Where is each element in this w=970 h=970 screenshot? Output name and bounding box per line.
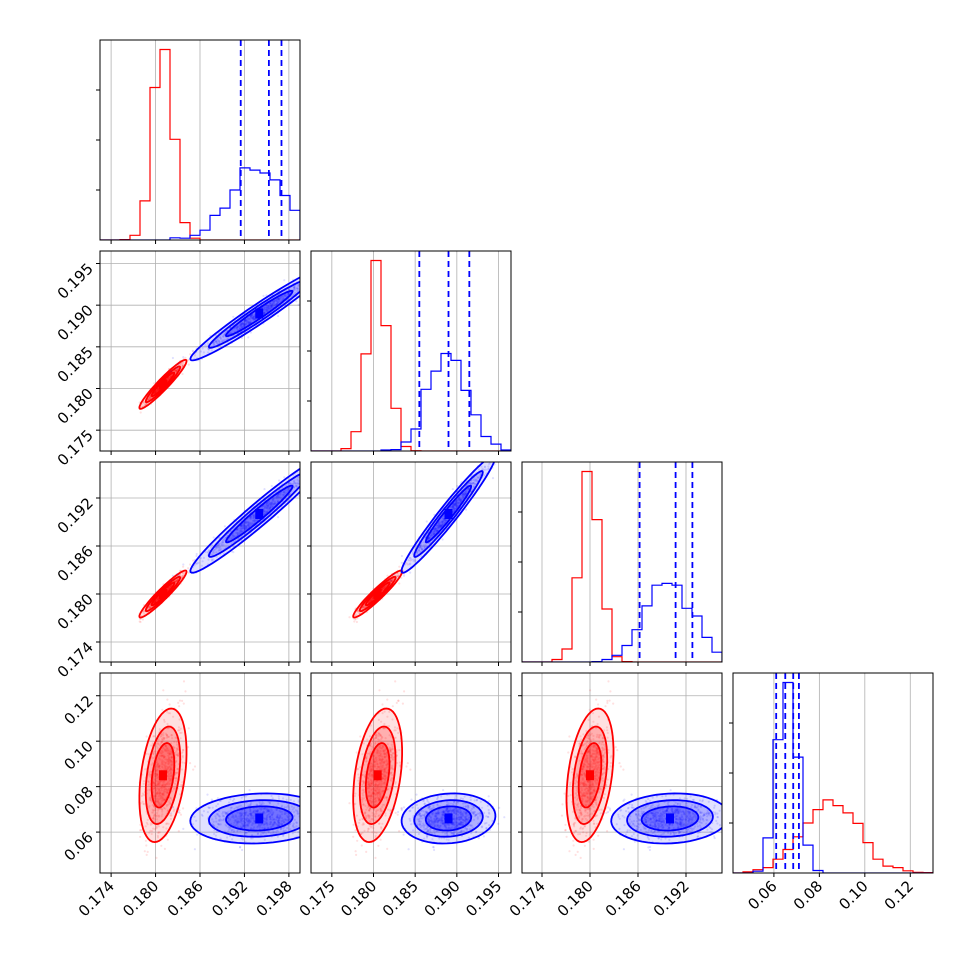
panel-frame-3-2 <box>521 672 723 874</box>
density-peak-blue-1-0 <box>255 308 264 319</box>
histogram-blue-0 <box>100 167 300 240</box>
x-tick-label-0-2: 0.186 <box>164 877 207 920</box>
density-peak-red-1-0 <box>158 379 167 390</box>
histogram-red-0 <box>100 48 300 240</box>
density-peak-red-3-0 <box>158 770 167 781</box>
density-peak-red-3-1 <box>373 770 382 781</box>
y-tick-label-1-0: 0.175 <box>54 426 97 469</box>
density-peak-blue-3-2 <box>666 813 674 824</box>
x-tick-label-3-3: 0.12 <box>881 877 917 913</box>
panel-frame-3-1 <box>310 672 512 874</box>
histogram-blue-3 <box>733 681 933 873</box>
y-tick-label-2-0: 0.174 <box>54 638 97 681</box>
density-peak-blue-2-1 <box>444 509 453 519</box>
x-tick-label-1-0: 0.175 <box>296 877 339 920</box>
y-tick-label-3-0: 0.06 <box>60 828 96 864</box>
x-tick-label-2-2: 0.186 <box>602 877 645 920</box>
contour-blue-2-0-0 <box>189 467 300 574</box>
x-tick-label-3-0: 0.06 <box>744 877 780 913</box>
x-tick-label-1-2: 0.185 <box>379 877 422 920</box>
x-tick-label-2-1: 0.180 <box>554 877 597 920</box>
panel-frame-2-1 <box>310 461 512 663</box>
panel-2-0: 0.174 0.180 0.186 0.192 <box>54 461 301 681</box>
histogram-blue-2 <box>522 582 722 662</box>
contour-blue-1-0-1 <box>207 280 300 349</box>
x-tick-label-3-1: 0.08 <box>790 877 826 913</box>
panel-3-2: 0.174 0.180 0.186 0.192 <box>506 672 723 920</box>
x-tick-label-0-0: 0.174 <box>75 877 118 920</box>
x-tick-label-0-4: 0.198 <box>253 877 296 920</box>
x-tick-label-1-3: 0.190 <box>421 877 464 920</box>
y-tick-label-1-4: 0.195 <box>54 260 97 303</box>
y-tick-label-1-3: 0.190 <box>54 301 97 344</box>
panel-2-2 <box>518 461 723 666</box>
panel-1-1 <box>307 250 512 455</box>
y-tick-label-2-3: 0.192 <box>54 494 97 537</box>
density-peak-blue-2-0 <box>255 509 264 519</box>
x-tick-label-1-4: 0.195 <box>462 877 505 920</box>
histogram-red-1 <box>311 259 511 451</box>
density-peak-red-2-0 <box>158 589 167 599</box>
panel-3-3: 0.06 0.08 0.10 0.12 <box>729 672 934 913</box>
density-peak-blue-3-0 <box>255 813 264 824</box>
density-peak-red-2-1 <box>373 589 382 599</box>
panel-3-0: 0.174 0.180 0.186 0.192 0.198 0.06 0.08 0.10 0.1… <box>60 672 301 920</box>
x-tick-label-2-0: 0.174 <box>506 877 549 920</box>
contour-blue-2-0-1 <box>207 473 300 558</box>
x-tick-label-3-2: 0.10 <box>835 877 871 913</box>
x-tick-label-2-3: 0.192 <box>650 877 693 920</box>
histogram-red-2 <box>522 470 722 662</box>
density-peak-red-3-2 <box>586 770 594 781</box>
scatter-blue-3-0 <box>170 789 300 852</box>
y-tick-label-1-2: 0.185 <box>54 343 97 386</box>
panel-2-1 <box>307 461 512 666</box>
density-peak-blue-3-1 <box>444 813 453 824</box>
x-tick-label-0-3: 0.192 <box>208 877 251 920</box>
y-tick-label-3-3: 0.12 <box>60 692 96 728</box>
y-tick-label-1-1: 0.180 <box>54 385 97 428</box>
y-tick-label-3-1: 0.08 <box>60 783 96 819</box>
y-tick-label-2-1: 0.180 <box>54 590 97 633</box>
y-tick-label-3-2: 0.10 <box>60 737 96 773</box>
histogram-red-3 <box>733 799 933 873</box>
panel-0-0 <box>96 39 301 244</box>
y-tick-label-2-2: 0.186 <box>54 542 97 585</box>
histogram-blue-1 <box>311 352 511 451</box>
x-tick-label-1-1: 0.180 <box>337 877 380 920</box>
x-tick-label-0-1: 0.180 <box>119 877 162 920</box>
